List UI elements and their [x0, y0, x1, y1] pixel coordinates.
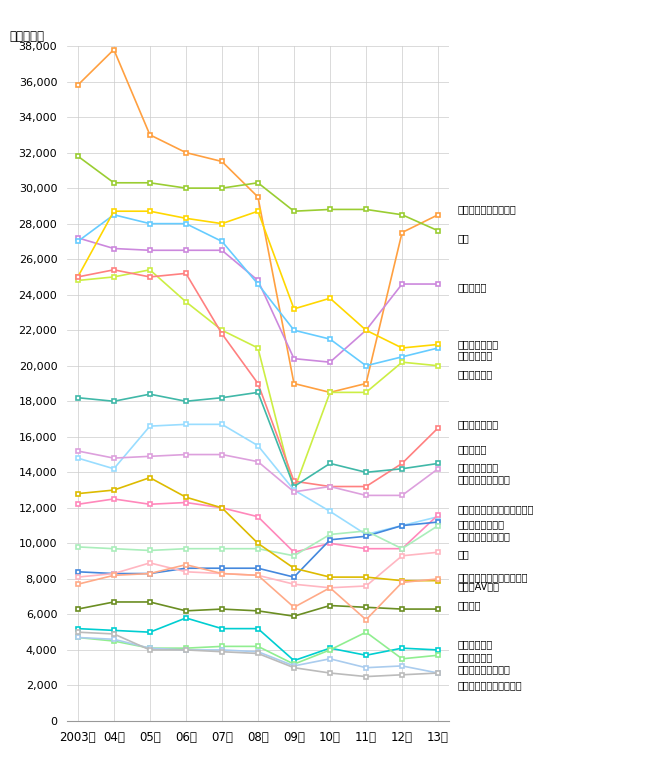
Text: 食品: 食品	[457, 233, 469, 243]
Text: 情報・通信: 情報・通信	[457, 282, 486, 292]
Text: 交通・レジャー: 交通・レジャー	[457, 340, 498, 350]
Text: 精密機器・事務用品: 精密機器・事務用品	[457, 664, 510, 674]
Text: 薬品・医療用品: 薬品・医療用品	[457, 462, 498, 472]
Text: 不動産・住宅設備: 不動産・住宅設備	[457, 518, 505, 528]
Text: 自動車・関連品: 自動車・関連品	[457, 420, 498, 430]
Text: 外食・各種サービス: 外食・各種サービス	[457, 475, 510, 485]
Text: 出版: 出版	[457, 549, 469, 559]
Text: 家庭用品: 家庭用品	[457, 601, 481, 611]
Text: エネルギー・素材・機械: エネルギー・素材・機械	[457, 680, 522, 690]
Text: 飲料・嗜好品: 飲料・嗜好品	[457, 350, 492, 360]
Text: 流通・小売業: 流通・小売業	[457, 370, 492, 380]
Text: 案内・その他: 案内・その他	[457, 640, 492, 650]
Text: 教育・医療サービス・宗教: 教育・医療サービス・宗教	[457, 572, 528, 582]
Text: 趣味・スポーツ用品: 趣味・スポーツ用品	[457, 532, 510, 542]
Text: 化粧品・トイレタリー: 化粧品・トイレタリー	[457, 205, 516, 215]
Text: ファッション・アクセサリー: ファッション・アクセサリー	[457, 505, 533, 515]
Text: 官公庁・団体: 官公庁・団体	[457, 652, 492, 662]
Text: 金融・保険: 金融・保険	[457, 444, 486, 454]
Text: 家電・AV機器: 家電・AV機器	[457, 581, 499, 591]
Text: （千万円）: （千万円）	[10, 30, 45, 43]
